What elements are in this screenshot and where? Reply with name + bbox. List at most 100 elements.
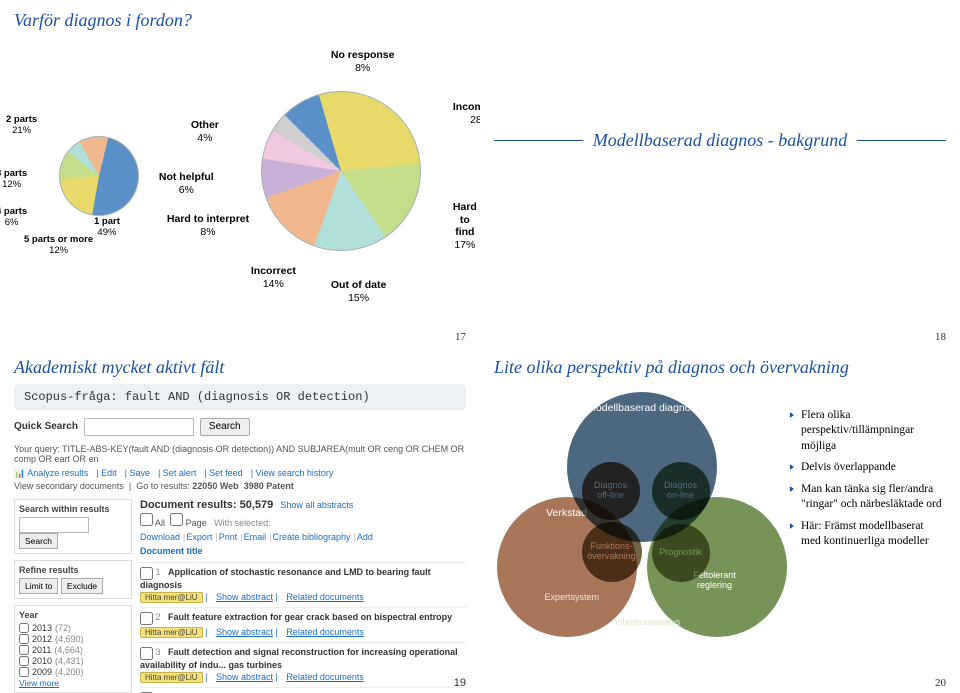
facet-count: (4,664) [54, 645, 83, 655]
facet-year: 2009 [32, 667, 52, 677]
related-documents-link[interactable]: Related documents [286, 592, 364, 602]
scopus-right-column: Document results: 50,579 Show all abstra… [140, 499, 466, 693]
pie-slice-label: Incorrect14% [251, 265, 296, 290]
venn-column: Modellbaserad diagnosVerkstadFeltolerant… [494, 378, 779, 622]
exclude-button[interactable]: Exclude [61, 578, 103, 594]
bullet-item: Man kan tänka sig fler/andra "ringar" oc… [789, 482, 946, 513]
toolbar-action[interactable]: | Set feed [204, 468, 242, 478]
action-print[interactable]: Print [219, 532, 238, 542]
venn-label: Vibrationsanalys [615, 617, 681, 627]
facet-year-row[interactable]: 2011 (4,664) [19, 645, 127, 655]
facet-checkbox[interactable] [19, 634, 29, 644]
facet-year: 2012 [32, 634, 52, 644]
toolbar-action[interactable]: | View search history [251, 468, 334, 478]
patent-count[interactable]: 3980 Patent [244, 481, 294, 491]
doc-checkbox[interactable] [140, 567, 153, 580]
results-header-row: Document results: 50,579 Show all abstra… [140, 499, 466, 511]
your-query-text: Your query: TITLE-ABS-KEY(fault AND (dia… [14, 444, 466, 464]
slide-17: Varför diagnos i fordon? 2 parts21%3 par… [0, 0, 480, 347]
hitta-button[interactable]: Hitta mer@LiU [140, 672, 203, 683]
show-abstract-link[interactable]: Show abstract [216, 672, 273, 682]
pie-slice-label: 1 part49% [94, 216, 120, 239]
document-title-sort[interactable]: Document title [140, 546, 466, 556]
related-documents-link[interactable]: Related documents [286, 672, 364, 682]
select-all-checkbox[interactable] [140, 513, 153, 526]
facet-checkbox[interactable] [19, 656, 29, 666]
refine-box: Refine results Limit to Exclude [14, 560, 132, 599]
toolbar-action[interactable]: | Save [125, 468, 150, 478]
pie-slice-label: 2 parts21% [6, 114, 37, 137]
quick-search-row: Quick Search Search [14, 418, 466, 436]
action-create-bibliography[interactable]: Create bibliography [272, 532, 350, 542]
facet-year-row[interactable]: 2010 (4,431) [19, 656, 127, 666]
facet-year-row[interactable]: 2009 (4,200) [19, 667, 127, 677]
rule-line [494, 140, 583, 141]
bullet-item: Flera olika perspektiv/tillämpningar möj… [789, 408, 946, 455]
hitta-button[interactable]: Hitta mer@LiU [140, 627, 203, 638]
quick-search-label: Quick Search [14, 421, 78, 432]
slide-20-content: Modellbaserad diagnosVerkstadFeltolerant… [494, 378, 946, 622]
side-pie-chart: 2 parts21%3 parts12%4 parts6%5 parts or … [14, 96, 131, 266]
doc-links: | Show abstract | Related documents [205, 592, 364, 602]
action-add[interactable]: Add [357, 532, 373, 542]
facet-count: (4,200) [55, 667, 84, 677]
action-email[interactable]: Email [244, 532, 267, 542]
venn-small-circle: Funktions- övervakning [582, 522, 642, 582]
query-toolbar: 📊 Analyze results | Edit | Save | Set alert… [14, 468, 466, 479]
slide-heading: Varför diagnos i fordon? [14, 10, 466, 31]
toolbar-action[interactable]: 📊 Analyze results [14, 468, 88, 478]
select-page-checkbox[interactable] [170, 513, 183, 526]
pie-slice-label: Other4% [191, 119, 219, 144]
facet-checkbox[interactable] [19, 645, 29, 655]
facet-checkbox[interactable] [19, 667, 29, 677]
search-within-input[interactable] [19, 517, 89, 533]
doc-number: 1 [156, 567, 166, 577]
year-view-more[interactable]: View more [19, 678, 59, 688]
doc-checkbox[interactable] [140, 647, 153, 660]
hitta-button[interactable]: Hitta mer@LiU [140, 592, 203, 603]
document-row: 3 Fault detection and signal reconstruct… [140, 642, 466, 687]
doc-title[interactable]: Fault feature extraction for gear crack … [168, 612, 452, 622]
slide-heading: Akademiskt mycket aktivt fält [14, 357, 466, 378]
limit-to-button[interactable]: Limit to [19, 578, 58, 594]
show-all-abstracts[interactable]: Show all abstracts [280, 500, 353, 510]
secondary-documents-row: View secondary documents | Go to results… [14, 481, 466, 491]
toolbar-action[interactable]: | Edit [96, 468, 116, 478]
sort-page[interactable]: Page [186, 518, 207, 528]
bullets-column: Flera olika perspektiv/tillämpningar möj… [789, 378, 946, 622]
pie-slice-label: Out of date15% [331, 279, 386, 304]
results-count: Document results: 50,579 [140, 499, 273, 511]
venn-small-circle: Prognostik [652, 524, 710, 582]
pie-slice-label: Hard to find17% [453, 201, 477, 251]
slide-18: Modellbaserad diagnos - bakgrund 18 [480, 0, 960, 347]
page-number: 19 [454, 677, 466, 689]
quick-search-input[interactable] [84, 418, 194, 436]
pie-slice-label: 5 parts or more12% [24, 234, 93, 257]
action-export[interactable]: Export [186, 532, 212, 542]
facet-checkbox[interactable] [19, 623, 29, 633]
related-documents-link[interactable]: Related documents [286, 627, 364, 637]
facet-year: 2011 [32, 645, 51, 655]
toolbar-action[interactable]: | Set alert [158, 468, 196, 478]
show-abstract-link[interactable]: Show abstract [216, 592, 273, 602]
facet-year-row[interactable]: 2013 (72) [19, 623, 127, 633]
secondary-prefix[interactable]: View secondary documents [14, 481, 124, 491]
pie-slice-label: Hard to interpret8% [167, 213, 249, 238]
rule-line [857, 140, 946, 141]
doc-title[interactable]: Application of stochastic resonance and … [140, 567, 431, 590]
action-download[interactable]: Download [140, 532, 180, 542]
show-abstract-link[interactable]: Show abstract [216, 627, 273, 637]
facet-count: (4,431) [55, 656, 84, 666]
page-number: 20 [935, 677, 946, 689]
sort-all[interactable]: All [155, 518, 165, 528]
web-count[interactable]: 22050 Web [192, 481, 238, 491]
facet-year-row[interactable]: 2012 (4,690) [19, 634, 127, 644]
sort-row: All Page With selected: [140, 513, 466, 528]
doc-checkbox[interactable] [140, 612, 153, 625]
search-within-button[interactable]: Search [19, 533, 58, 549]
search-button[interactable]: Search [200, 418, 250, 436]
facet-count: (4,690) [55, 634, 84, 644]
pie-slice-label: Incomplete28% [453, 101, 480, 126]
doc-title[interactable]: Fault detection and signal reconstructio… [140, 647, 458, 670]
pie-slice-label: 3 parts12% [0, 168, 27, 191]
